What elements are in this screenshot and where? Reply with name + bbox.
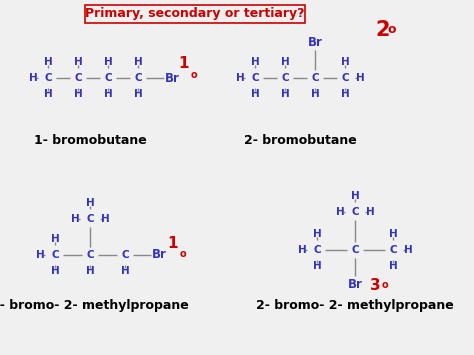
Text: C: C [134, 73, 142, 83]
Text: C: C [44, 73, 52, 83]
Text: C: C [351, 245, 359, 255]
Text: C: C [341, 73, 349, 83]
Text: C: C [313, 245, 321, 255]
Text: H: H [236, 73, 245, 83]
Text: 3: 3 [370, 279, 380, 294]
Text: H: H [313, 229, 321, 239]
Text: H: H [73, 89, 82, 99]
Text: C: C [86, 214, 94, 224]
Text: H: H [51, 266, 59, 276]
Text: H: H [134, 57, 142, 67]
Text: H: H [104, 89, 112, 99]
Text: H: H [281, 89, 289, 99]
Text: o: o [382, 280, 389, 290]
Text: H: H [251, 89, 259, 99]
Text: H: H [404, 245, 412, 255]
Text: Br: Br [347, 279, 363, 291]
Text: H: H [100, 214, 109, 224]
Text: H: H [134, 89, 142, 99]
Text: o: o [191, 70, 198, 80]
Text: H: H [336, 207, 345, 217]
Text: Primary, secondary or tertiary?: Primary, secondary or tertiary? [85, 7, 305, 21]
Text: H: H [71, 214, 79, 224]
Text: C: C [311, 73, 319, 83]
Text: H: H [389, 261, 397, 271]
Text: H: H [86, 198, 94, 208]
Text: H: H [73, 57, 82, 67]
Text: 2- bromo- 2- methylpropane: 2- bromo- 2- methylpropane [256, 299, 454, 311]
Text: C: C [281, 73, 289, 83]
Text: H: H [341, 57, 349, 67]
Text: H: H [36, 250, 45, 260]
Text: H: H [356, 73, 365, 83]
Text: C: C [251, 73, 259, 83]
Text: C: C [86, 250, 94, 260]
Text: H: H [313, 261, 321, 271]
Text: H: H [389, 229, 397, 239]
Text: H: H [104, 57, 112, 67]
Text: Br: Br [164, 71, 180, 84]
Text: 1- bromobutane: 1- bromobutane [34, 133, 146, 147]
Text: H: H [51, 234, 59, 244]
Text: o: o [388, 23, 396, 36]
Text: 2: 2 [375, 20, 390, 40]
Text: C: C [51, 250, 59, 260]
Text: 1: 1 [179, 56, 189, 71]
Text: C: C [389, 245, 397, 255]
Text: Br: Br [152, 248, 166, 262]
Text: H: H [86, 266, 94, 276]
Text: H: H [281, 57, 289, 67]
Text: H: H [341, 89, 349, 99]
Text: 1: 1 [168, 235, 178, 251]
Text: H: H [365, 207, 374, 217]
Text: C: C [121, 250, 129, 260]
Text: C: C [74, 73, 82, 83]
Text: H: H [44, 57, 52, 67]
Text: H: H [251, 57, 259, 67]
Text: Br: Br [308, 36, 322, 49]
Text: H: H [44, 89, 52, 99]
Text: H: H [310, 89, 319, 99]
Text: H: H [28, 73, 37, 83]
Text: C: C [351, 207, 359, 217]
Text: C: C [104, 73, 112, 83]
Text: H: H [298, 245, 306, 255]
Text: o: o [180, 249, 187, 259]
Text: 2- bromobutane: 2- bromobutane [244, 133, 356, 147]
Text: H: H [120, 266, 129, 276]
Text: 1- bromo- 2- methylpropane: 1- bromo- 2- methylpropane [0, 299, 189, 311]
Text: H: H [351, 191, 359, 201]
